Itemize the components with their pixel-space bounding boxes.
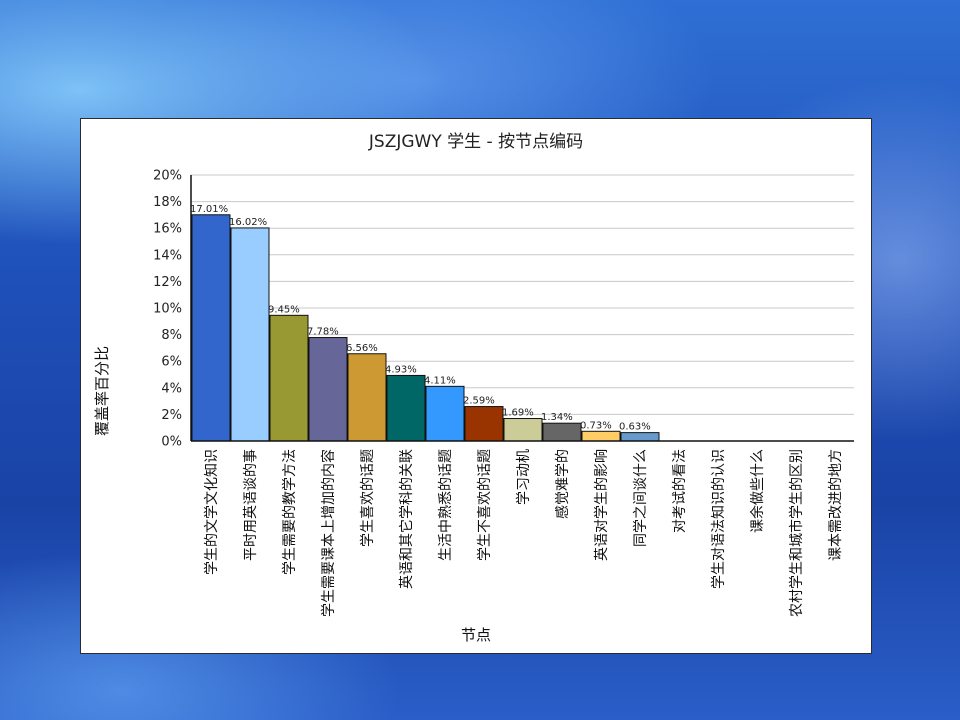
y-axis-ticks: 0% 2% 4% 6% 8% 10% 12% 14% 16% 18% 20% <box>153 169 182 450</box>
chart-title: JSZJGWY 学生 - 按节点编码 <box>368 132 583 152</box>
data-label: 2.59% <box>463 396 495 407</box>
data-label: 4.93% <box>385 364 417 375</box>
bar <box>269 314 309 442</box>
category-label: 对考试的看法 <box>672 449 688 533</box>
data-label: 1.34% <box>541 412 573 423</box>
y-tick-label: 10% <box>153 302 182 317</box>
category-label: 平时用英语谈的事 <box>242 449 259 561</box>
category-label: 生活中熟悉的话题 <box>438 449 454 561</box>
bar <box>503 418 543 442</box>
category-labels: 学生的文学文化知识 平时用英语谈的事 学生需要的教学方法 学生需要课本上增加的内容 学生… <box>203 449 844 617</box>
y-tick-label: 18% <box>153 195 182 210</box>
data-labels: 17.01%16.02% 9.45% 7.78% 6.56% 4.93% 4.11% 2.5… <box>190 204 651 433</box>
bar <box>386 374 426 442</box>
y-tick-label: 14% <box>153 248 182 263</box>
bar <box>464 406 504 442</box>
data-label: 7.78% <box>307 327 339 338</box>
data-label: 4.11% <box>424 375 456 386</box>
y-tick-label: 0% <box>161 435 182 450</box>
category-label: 感觉难学的 <box>554 449 571 519</box>
data-label: 17.01% <box>190 204 228 215</box>
y-tick-label: 6% <box>161 355 182 370</box>
data-label: 0.63% <box>619 422 651 433</box>
category-label: 学习动机 <box>516 449 532 505</box>
category-label: 学生喜欢的话题 <box>360 449 376 547</box>
category-label: 课本需改进的地方 <box>828 449 844 561</box>
data-label: 1.69% <box>502 408 534 419</box>
category-label: 学生需要的教学方法 <box>282 449 298 575</box>
bar <box>620 432 660 442</box>
y-tick-label: 2% <box>161 408 182 423</box>
bar <box>347 353 387 442</box>
y-tick-label: 12% <box>153 275 182 290</box>
bar <box>308 337 348 442</box>
bars <box>191 214 660 442</box>
y-axis-title: 覆盖率百分比 <box>93 346 111 436</box>
bar <box>425 385 465 442</box>
category-label: 学生需要课本上增加的内容 <box>320 449 337 617</box>
y-tick-label: 16% <box>153 222 182 237</box>
bar <box>230 227 270 442</box>
chart-panel: JSZJGWY 学生 - 按节点编码 0% 2% 4% 6% 8% 10% 12% 14% 16… <box>80 118 872 654</box>
category-label: 英语对学生的影响 <box>593 449 610 561</box>
data-label: 9.45% <box>268 304 300 315</box>
y-tick-label: 20% <box>153 169 182 184</box>
category-label: 农村学生和城市学生的区别 <box>788 449 805 617</box>
y-tick-label: 8% <box>161 328 182 343</box>
y-tick-label: 4% <box>161 381 182 396</box>
category-label: 英语和其它学科的关联 <box>398 449 415 589</box>
x-axis-title: 节点 <box>461 626 491 644</box>
category-label: 课余做些什么 <box>749 449 766 533</box>
category-label: 学生不喜欢的话题 <box>477 449 493 561</box>
bar <box>581 430 621 442</box>
bar <box>191 214 231 442</box>
bar-chart: JSZJGWY 学生 - 按节点编码 0% 2% 4% 6% 8% 10% 12% 14% 16… <box>93 132 854 644</box>
data-label: 6.56% <box>346 343 378 354</box>
category-label: 学生的文学文化知识 <box>203 449 220 575</box>
bar <box>542 422 582 442</box>
category-label: 同学之间谈什么 <box>633 449 649 547</box>
category-label: 学生对语法知识的认识 <box>710 449 727 589</box>
data-label: 16.02% <box>229 217 267 228</box>
data-label: 0.73% <box>580 420 612 431</box>
